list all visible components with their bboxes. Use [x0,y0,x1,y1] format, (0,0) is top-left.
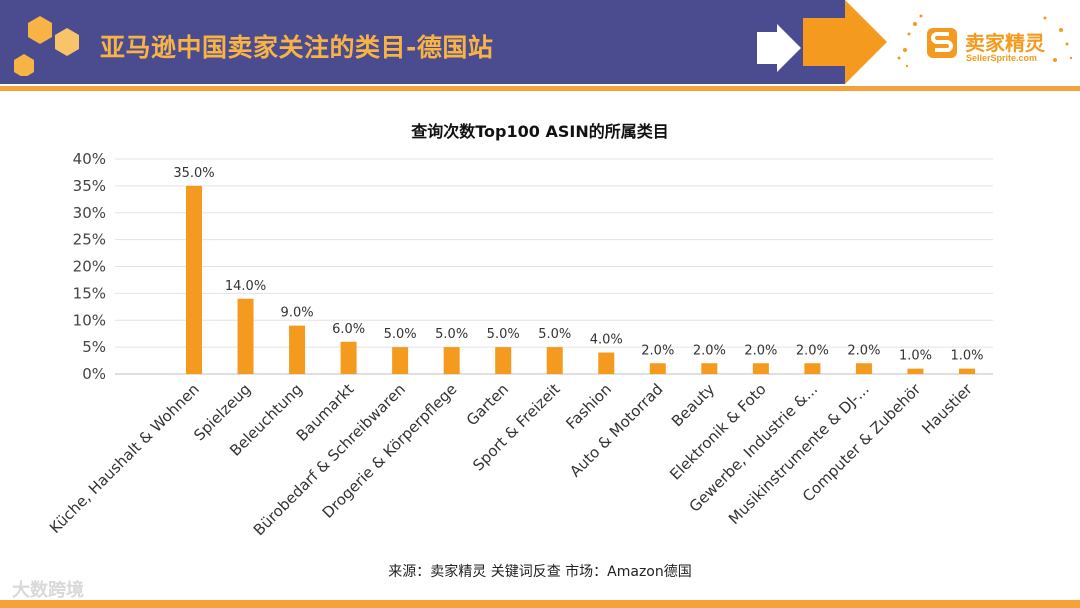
x-tick-label: Beauty [668,380,718,430]
data-label: 5.0% [384,327,417,342]
bar [186,185,202,374]
bar [237,298,254,374]
x-tick-label: Haustier [918,380,976,438]
watermark-text: 大数跨境 [12,580,84,601]
arrow-decoration-icon [757,0,887,84]
bar [804,363,821,374]
data-label: 2.0% [641,343,674,358]
y-tick-label: 35% [73,177,106,195]
bar [340,341,357,374]
logo-brand-text: 卖家精灵 [965,31,1045,55]
data-label: 1.0% [950,349,983,364]
x-tick-label: Elektronik & Foto [666,380,770,484]
x-tick-label: Sport & Freizeit [469,380,563,474]
y-tick-label: 40% [73,150,106,168]
header-banner: 亚马逊中国卖家关注的类目-德国站 卖家精灵 SellerSprite.com [0,0,1080,84]
y-tick-label: 25% [73,231,106,249]
y-tick-label: 15% [73,284,106,302]
bar-chart: 0% 5% 10% 15% 20% 25% 30% 35% 40% 35.0% Küche, Hau… [46,150,993,539]
source-caption: 来源：卖家精灵 关键词反查 市场：Amazon德国 [388,564,692,580]
x-tick-label: Auto & Motorrad [566,380,666,480]
y-tick-label: 5% [82,338,106,356]
bar [443,347,460,374]
y-tick-label: 20% [73,258,106,276]
bar [392,347,409,374]
data-label: 2.0% [744,343,777,358]
x-tick-label: Fashion [562,380,615,433]
bar [649,363,666,374]
header-underline [0,86,1080,91]
x-tick-label: Garten [463,380,512,429]
data-label: 2.0% [796,343,829,358]
data-label: 2.0% [693,343,726,358]
bar [907,368,924,374]
bar [701,363,718,374]
data-label: 4.0% [590,333,623,348]
bar [855,363,872,374]
bar [598,352,615,374]
x-tick-label: Küche, Haushalt & Wohnen [46,380,203,537]
data-label: 2.0% [847,343,880,358]
data-label: 5.0% [435,327,468,342]
y-tick-label: 10% [73,311,106,329]
chart-title: 查询次数Top100 ASIN的所属类目 [411,122,669,141]
sellersprite-logo-icon [897,14,1073,68]
page-title: 亚马逊中国卖家关注的类目-德国站 [100,33,494,62]
bar [495,347,512,374]
data-label: 1.0% [899,349,932,364]
data-label: 14.0% [225,279,266,294]
y-tick-label: 0% [82,365,106,383]
bar [752,363,769,374]
hexagon-decoration-icon [14,16,79,76]
data-label: 9.0% [281,306,314,321]
logo-url-text: SellerSprite.com [966,53,1038,63]
header-band [0,0,845,84]
data-label: 5.0% [487,327,520,342]
data-label: 5.0% [538,327,571,342]
data-label: 6.0% [332,322,365,337]
bar [289,325,306,374]
data-label: 35.0% [173,166,214,181]
bar [959,368,975,374]
bar [546,347,563,374]
footer-bar [0,600,1080,608]
y-tick-label: 30% [73,204,106,222]
